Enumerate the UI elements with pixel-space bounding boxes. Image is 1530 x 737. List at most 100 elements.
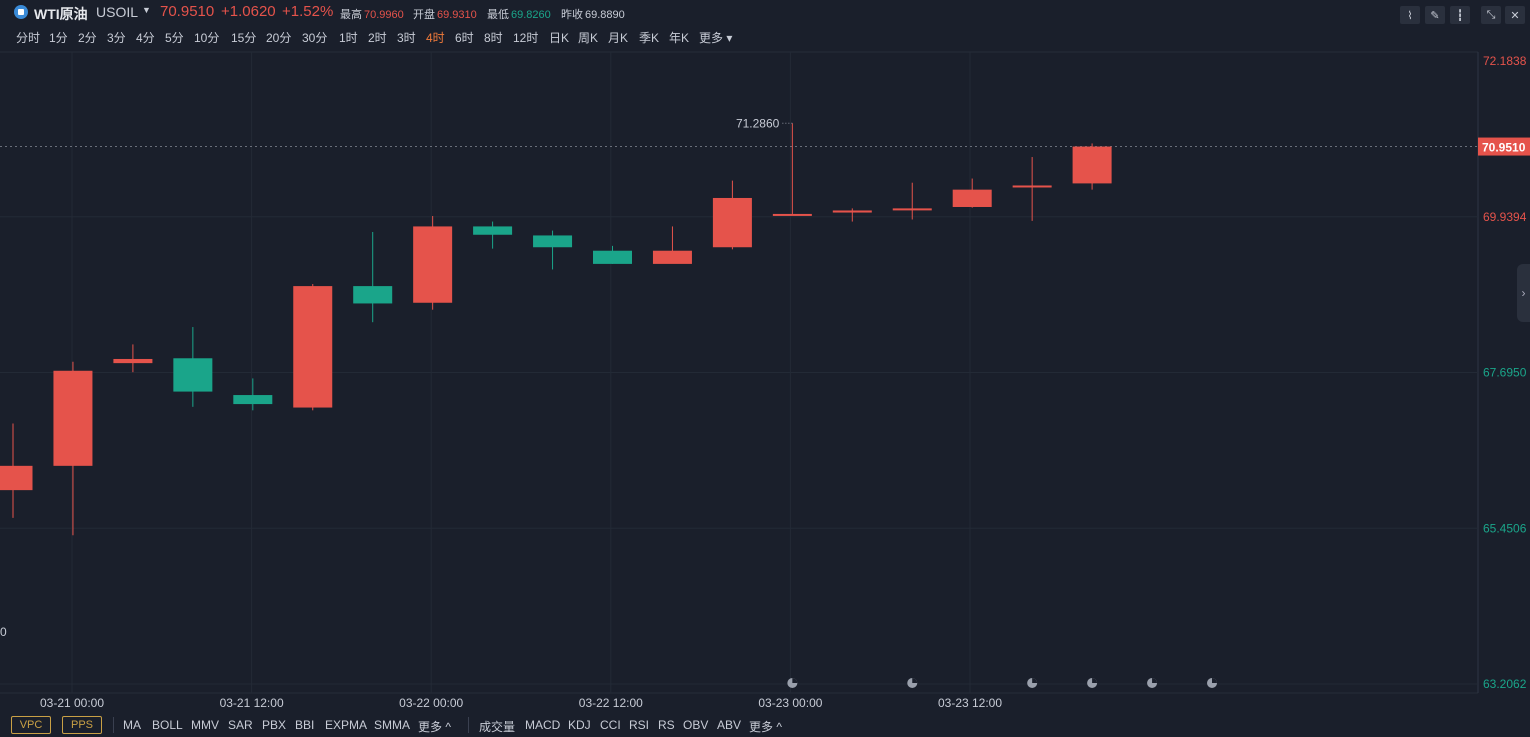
- candle-body[interactable]: [772, 213, 812, 216]
- max-price-label: 71.2860: [736, 116, 780, 130]
- period-22[interactable]: 更多 ▾: [699, 31, 733, 45]
- pps-button[interactable]: PPS: [62, 716, 102, 734]
- divider: [468, 717, 469, 733]
- sub-indicator-3[interactable]: CCI: [600, 718, 621, 732]
- period-1[interactable]: 1分: [49, 31, 68, 45]
- stat-prev-close: 昨收 69.8890: [561, 9, 625, 21]
- candle-body[interactable]: [473, 226, 513, 235]
- last-price-tag: [1478, 137, 1530, 156]
- candle-body[interactable]: [533, 235, 573, 248]
- candle-body[interactable]: [1012, 185, 1052, 188]
- header-bar: WTI原油 USOIL ▼ 70.9510 +1.0620 +1.52% 最高 7…: [0, 0, 1530, 24]
- period-11[interactable]: 2时: [368, 31, 387, 45]
- symbol-dropdown-icon[interactable]: ▼: [142, 5, 151, 15]
- indicator-bar: VPC PPS MA BOLL MMV SAR PBX BBI EXPMA SMMA 更多 ^ 成…: [0, 713, 1530, 737]
- candle-body[interactable]: [593, 250, 632, 264]
- candle-type-icon[interactable]: ┇: [1450, 6, 1470, 24]
- last-price: 70.9510: [160, 3, 215, 20]
- period-7[interactable]: 15分: [231, 31, 257, 45]
- x-tick-label: 03-22 12:00: [579, 696, 643, 710]
- sub-indicator-4[interactable]: RSI: [629, 718, 650, 732]
- pen-icon[interactable]: ✎: [1425, 6, 1445, 24]
- sub-indicator-7[interactable]: ABV: [717, 718, 742, 732]
- candle-body[interactable]: [173, 358, 213, 392]
- candle-body[interactable]: [0, 465, 33, 491]
- main-indicator-6[interactable]: EXPMA: [325, 718, 368, 732]
- period-18[interactable]: 周K: [578, 31, 599, 45]
- event-marker-icon-slice: [1032, 678, 1038, 683]
- x-tick-label: 03-21 00:00: [40, 696, 104, 710]
- period-4[interactable]: 4分: [136, 31, 155, 45]
- symbol-icon: [14, 5, 28, 19]
- left-axis-label: 0: [0, 625, 7, 639]
- divider: [113, 717, 114, 733]
- last-price-tag-label: 70.9510: [1482, 141, 1526, 155]
- main-indicator-5[interactable]: BBI: [295, 718, 315, 732]
- sub-indicator-5[interactable]: RS: [658, 718, 675, 732]
- period-3[interactable]: 3分: [107, 31, 126, 45]
- event-marker-icon-slice: [1212, 678, 1217, 683]
- price-change: +1.0620: [221, 3, 276, 20]
- x-tick-label: 03-21 12:00: [220, 696, 284, 710]
- period-16[interactable]: 12时: [513, 31, 539, 45]
- sub-indicator-1[interactable]: MACD: [525, 718, 561, 732]
- period-8[interactable]: 20分: [266, 31, 292, 45]
- period-0[interactable]: 分时: [16, 31, 41, 45]
- candle-body[interactable]: [293, 286, 333, 408]
- line-chart-icon[interactable]: ⌇: [1400, 6, 1420, 24]
- candle-body[interactable]: [1072, 146, 1112, 184]
- stat-high: 最高 70.9960: [340, 9, 404, 21]
- y-tick-label: 65.4506: [1483, 521, 1527, 535]
- candle-body[interactable]: [952, 189, 992, 207]
- period-21[interactable]: 年K: [669, 31, 690, 45]
- candle-body[interactable]: [413, 226, 453, 303]
- period-10[interactable]: 1时: [339, 31, 358, 45]
- period-15[interactable]: 8时: [484, 31, 503, 45]
- y-tick-label: 67.6950: [1483, 366, 1527, 380]
- period-17[interactable]: 日K: [549, 31, 570, 45]
- price-change-pct: +1.52%: [282, 3, 334, 20]
- main-indicator-1[interactable]: BOLL: [152, 718, 183, 732]
- main-indicator-8[interactable]: 更多 ^: [418, 720, 451, 734]
- stat-low: 最低 69.8260: [487, 9, 551, 21]
- candle-body[interactable]: [832, 210, 872, 213]
- period-9[interactable]: 30分: [302, 31, 328, 45]
- main-indicator-7[interactable]: SMMA: [374, 718, 410, 732]
- sub-indicator-8[interactable]: 更多 ^: [749, 720, 782, 734]
- x-tick-label: 03-23 00:00: [758, 696, 822, 710]
- symbol-code[interactable]: USOIL: [96, 4, 139, 20]
- candle-body[interactable]: [652, 250, 692, 264]
- event-marker-icon-slice: [1152, 678, 1158, 683]
- y-tick-label: 63.2062: [1483, 677, 1527, 691]
- sub-indicator-2[interactable]: KDJ: [568, 718, 591, 732]
- collapse-icon[interactable]: ⤡: [1481, 6, 1501, 24]
- period-19[interactable]: 月K: [608, 31, 629, 45]
- candle-body[interactable]: [233, 395, 273, 405]
- sub-indicator-0[interactable]: 成交量: [479, 720, 516, 734]
- event-marker-icon-slice: [912, 678, 918, 683]
- main-indicator-0[interactable]: MA: [123, 718, 141, 732]
- x-tick-label: 03-22 00:00: [399, 696, 463, 710]
- sub-indicator-6[interactable]: OBV: [683, 718, 709, 732]
- main-indicator-2[interactable]: MMV: [191, 718, 219, 732]
- period-13[interactable]: 4时: [426, 31, 445, 45]
- period-20[interactable]: 季K: [639, 31, 660, 45]
- period-5[interactable]: 5分: [165, 31, 184, 45]
- symbol-name[interactable]: WTI原油: [34, 6, 88, 22]
- period-6[interactable]: 10分: [194, 31, 220, 45]
- period-12[interactable]: 3时: [397, 31, 416, 45]
- candle-body[interactable]: [353, 286, 393, 304]
- x-tick-label: 03-23 12:00: [938, 696, 1002, 710]
- candle-body[interactable]: [892, 208, 932, 211]
- candle-body[interactable]: [53, 370, 93, 466]
- period-14[interactable]: 6时: [455, 31, 474, 45]
- candle-body[interactable]: [712, 197, 752, 248]
- expand-panel-chevron-icon[interactable]: ›: [1517, 264, 1530, 322]
- main-indicator-4[interactable]: PBX: [262, 718, 287, 732]
- vpc-button[interactable]: VPC: [11, 716, 51, 734]
- close-icon[interactable]: ✕: [1505, 6, 1525, 24]
- period-2[interactable]: 2分: [78, 31, 97, 45]
- candle-body[interactable]: [113, 358, 153, 364]
- main-indicator-3[interactable]: SAR: [228, 718, 253, 732]
